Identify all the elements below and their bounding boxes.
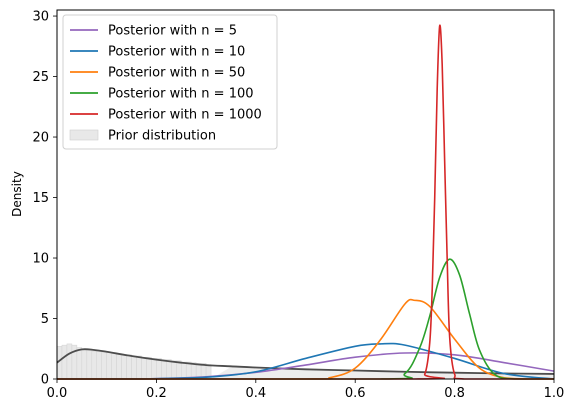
- x-tick-label: 0.0: [47, 386, 68, 401]
- prior-histogram-bar: [171, 360, 177, 380]
- legend-label: Posterior with n = 10: [108, 45, 245, 60]
- y-tick-label: 10: [32, 252, 49, 267]
- prior-histogram-tail: [211, 366, 554, 379]
- legend-swatch: [69, 129, 99, 141]
- prior-density-line: [56, 348, 555, 375]
- y-tick-label: 15: [32, 191, 49, 206]
- prior-histogram-bar: [76, 347, 83, 380]
- prior-histogram-bar: [111, 353, 117, 380]
- prior-histogram-bar: [116, 353, 122, 380]
- legend-label: Prior distribution: [108, 129, 216, 144]
- x-tick-label: 1.0: [544, 386, 565, 401]
- prior-histogram-bar: [185, 361, 192, 380]
- prior-histogram-bar: [86, 349, 93, 380]
- prior-histogram-bar: [141, 356, 147, 380]
- prior-histogram-bar: [161, 359, 167, 380]
- prior-histogram-bar: [190, 362, 197, 380]
- plot-frame: [56, 9, 555, 380]
- legend-label: Posterior with n = 1000: [108, 108, 262, 123]
- x-tick-label: 0.6: [345, 386, 366, 401]
- prior-histogram-bar: [101, 352, 107, 380]
- x-tick-label: 0.4: [245, 386, 266, 401]
- y-axis-title: Density: [10, 171, 24, 217]
- y-tick-label: 5: [41, 312, 49, 327]
- prior-histogram-bar: [156, 358, 162, 380]
- series-line-4: [56, 24, 554, 380]
- y-tick-label: 25: [32, 70, 49, 85]
- prior-histogram-bar: [176, 360, 182, 380]
- legend-box: [62, 14, 278, 150]
- x-tick-label: 0.2: [146, 386, 167, 401]
- prior-histogram-bar: [166, 359, 172, 380]
- prior-histogram-bar: [121, 354, 127, 380]
- y-tick-label: 0: [41, 373, 49, 388]
- y-tick-label: 20: [32, 131, 49, 146]
- prior-curve-group: [56, 348, 555, 375]
- prior-histogram-bar: [181, 361, 187, 380]
- x-tick-label: 0.8: [444, 386, 465, 401]
- prior-histogram-bar: [106, 352, 112, 380]
- legend: Posterior with n = 5 Posterior with n = 1…: [62, 14, 278, 150]
- legend-label: Posterior with n = 5: [108, 24, 237, 39]
- legend-label: Posterior with n = 100: [108, 87, 254, 102]
- y-axis: 0 5 10 15 20 25 30: [32, 10, 57, 388]
- prior-histogram-bar: [81, 349, 88, 380]
- x-axis: 0.0 0.2 0.4 0.6 0.8 1.0: [47, 379, 565, 401]
- prior-histogram-bar: [61, 344, 68, 380]
- prior-histogram-bar: [126, 354, 132, 380]
- prior-histogram-bar: [96, 350, 102, 380]
- prior-histogram-bar: [146, 356, 152, 380]
- y-tick-label: 30: [32, 10, 49, 25]
- prior-histogram-bar: [131, 355, 137, 380]
- prior-histogram-bar: [151, 358, 157, 380]
- legend-label: Posterior with n = 50: [108, 66, 245, 81]
- prior-histogram-bar: [91, 350, 98, 380]
- prior-histogram-bar: [66, 343, 73, 380]
- prior-histogram-bar: [136, 355, 142, 380]
